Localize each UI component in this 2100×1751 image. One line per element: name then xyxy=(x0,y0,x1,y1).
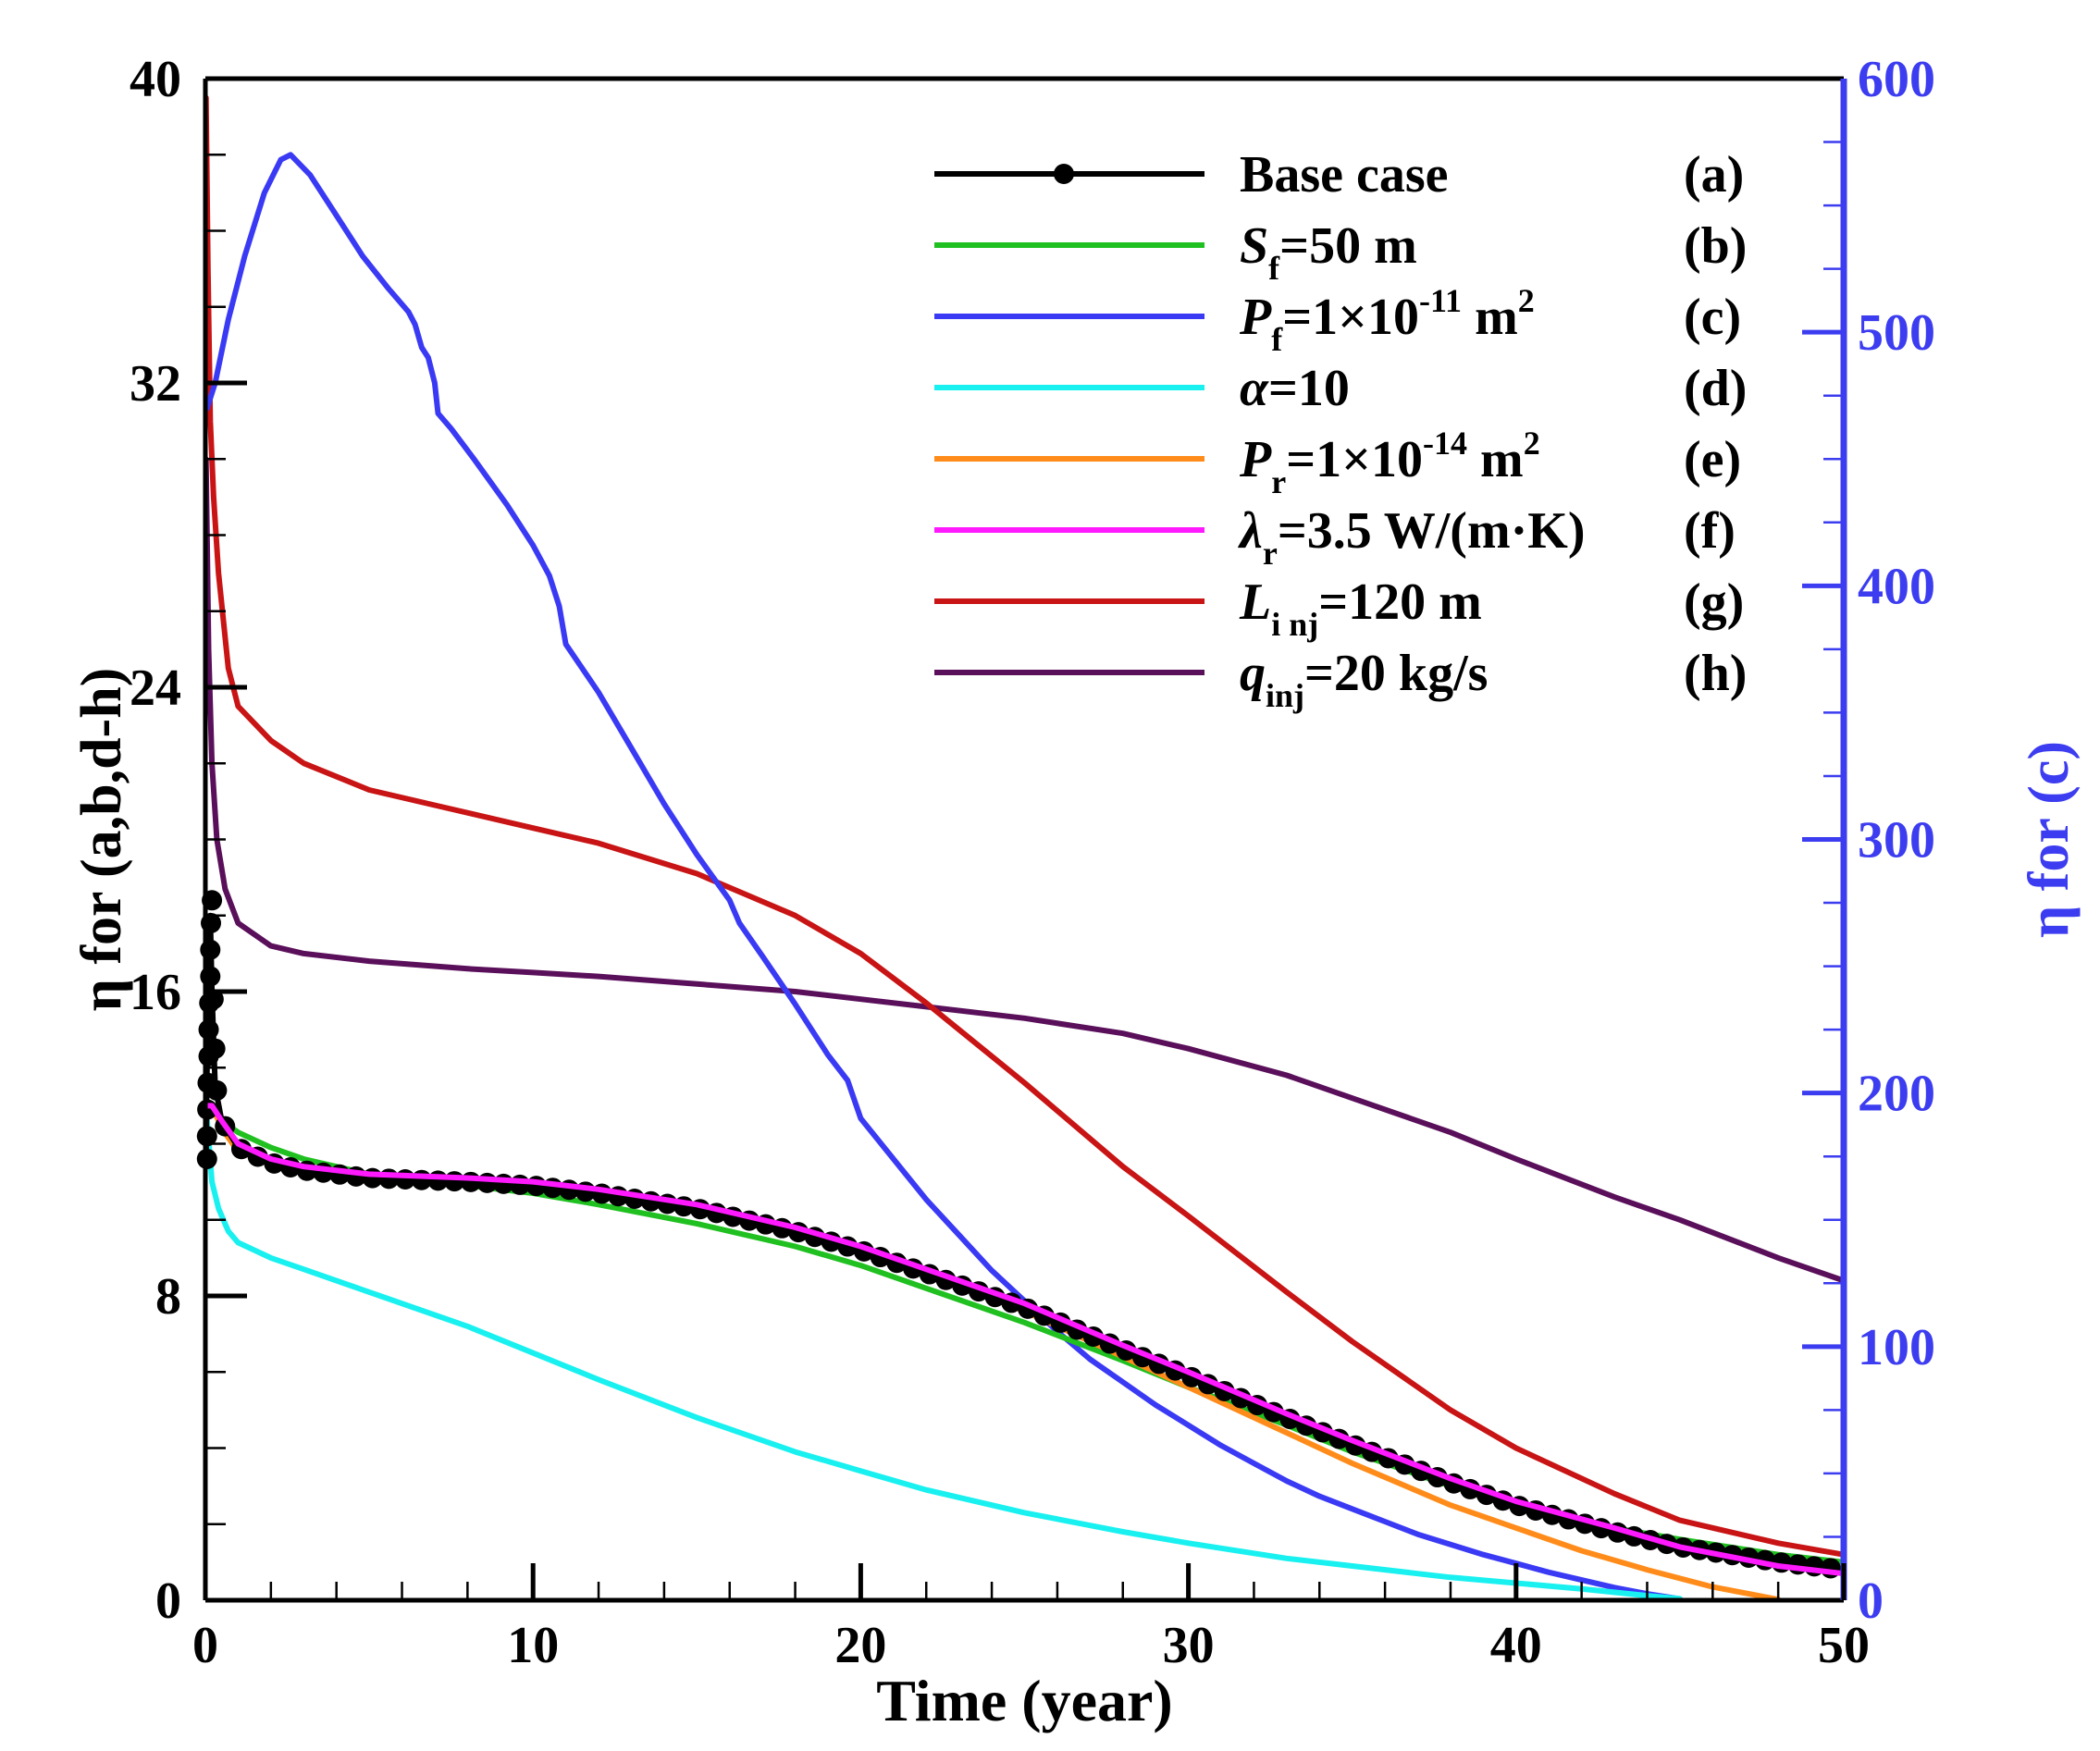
legend-text-rest: =50 m xyxy=(1279,217,1417,275)
y-right-tick-label: 300 xyxy=(1858,812,1935,869)
series-line-d xyxy=(203,1103,1683,1602)
x-tick-label: 30 xyxy=(1163,1617,1215,1674)
y-left-tick-label: 0 xyxy=(155,1572,181,1630)
legend-symbol: q xyxy=(1240,645,1266,702)
legend-label-b: Sf=50 m xyxy=(1240,217,1417,287)
series-line-f xyxy=(203,1103,1847,1577)
legend-label-e: Pr=1×10-14 m2 xyxy=(1239,425,1540,500)
series-marker-a xyxy=(204,1038,226,1059)
legend-subscript: inj xyxy=(1266,677,1304,714)
legend-tag-f: (f) xyxy=(1684,502,1736,560)
legend-text-rest: =120 m xyxy=(1318,573,1482,631)
y-left-tick-label: 16 xyxy=(130,964,181,1021)
series-line-h xyxy=(203,456,1847,1284)
legend-label-f: λr=3.5 W/(m·K) xyxy=(1238,502,1585,572)
x-tick-label: 20 xyxy=(834,1617,886,1674)
legend-symbol: S xyxy=(1240,217,1268,275)
y-right-axis-title: η for (c) xyxy=(2018,741,2081,938)
x-axis-title: Time (year) xyxy=(876,1668,1172,1733)
y-left-tick-label: 8 xyxy=(155,1268,181,1326)
legend-label-g: Li nj=120 m xyxy=(1239,573,1482,643)
legend-text-rest: =1×10 xyxy=(1282,289,1419,346)
series-marker-a xyxy=(206,1079,228,1101)
y-left-tick-label: 24 xyxy=(130,660,181,717)
legend-tag-b: (b) xyxy=(1684,217,1747,275)
series-line-a xyxy=(203,912,1847,1573)
legend-symbol: P xyxy=(1239,289,1272,346)
series-line-c xyxy=(204,152,1683,1602)
legend-label-a: Base case xyxy=(1240,146,1449,203)
y-right-tick-label: 500 xyxy=(1858,304,1935,362)
y-right-tick-label: 200 xyxy=(1858,1066,1935,1123)
x-tick-label: 0 xyxy=(192,1617,218,1674)
legend-symbol: λ xyxy=(1238,502,1263,560)
series-marker-a xyxy=(198,1019,219,1041)
legend-symbol: L xyxy=(1239,573,1271,631)
legend-tag-h: (h) xyxy=(1684,645,1747,702)
legend-tag-g: (g) xyxy=(1684,573,1744,631)
legend-label-d: α=10 xyxy=(1240,360,1350,417)
legend-subscript: r xyxy=(1271,463,1286,500)
legend-tag-d: (d) xyxy=(1684,360,1747,417)
y-right-tick-label: 400 xyxy=(1858,558,1935,615)
legend-tag-a: (a) xyxy=(1684,146,1744,203)
legend-symbol: α xyxy=(1240,360,1269,417)
y-right-tick-label: 100 xyxy=(1858,1319,1935,1376)
legend-unit: m xyxy=(1462,289,1518,346)
x-tick-label: 40 xyxy=(1490,1617,1542,1674)
y-right-tick-label: 600 xyxy=(1858,51,1935,108)
legend-symbol: Base case xyxy=(1240,146,1449,203)
legend-subscript: f xyxy=(1271,321,1283,358)
y-left-tick-label: 40 xyxy=(130,51,181,108)
series-line-g xyxy=(203,94,1847,1558)
series-layer xyxy=(196,94,1847,1603)
legend-text-rest: =20 kg/s xyxy=(1304,645,1488,702)
x-tick-label: 10 xyxy=(507,1617,559,1674)
legend-unit-superscript: 2 xyxy=(1524,425,1540,462)
y-left-tick-label: 32 xyxy=(130,355,181,413)
x-tick-label: 50 xyxy=(1818,1617,1870,1674)
legend-text-rest: =1×10 xyxy=(1286,431,1423,488)
legend-symbol: P xyxy=(1239,431,1272,488)
y-left-axis-title: η for (a,b,d-h) xyxy=(70,668,133,1012)
legend-text-rest: =3.5 W/(m·K) xyxy=(1278,502,1586,560)
y-right-tick-label: 0 xyxy=(1858,1572,1884,1630)
legend-tag-e: (e) xyxy=(1684,431,1741,488)
legend-label-c: Pf=1×10-11 m2 xyxy=(1239,282,1535,358)
legend-subscript: r xyxy=(1263,535,1278,572)
series-marker-a xyxy=(203,989,224,1010)
legend-subscript: i nj xyxy=(1271,606,1318,643)
legend-superscript: -11 xyxy=(1419,282,1462,319)
legend-subscript: f xyxy=(1268,250,1280,287)
legend-superscript: -14 xyxy=(1423,425,1467,462)
legend: Base case (a)Sf=50 m (b)Pf=1×10-11 m2 (c)α=… xyxy=(934,146,1747,714)
legend-marker-a xyxy=(1054,164,1074,184)
legend-label-h: qinj=20 kg/s xyxy=(1240,645,1488,714)
legend-unit: m xyxy=(1467,431,1524,488)
legend-text-rest: =10 xyxy=(1268,360,1350,417)
legend-tag-c: (c) xyxy=(1684,289,1741,346)
legend-unit-superscript: 2 xyxy=(1518,282,1535,319)
